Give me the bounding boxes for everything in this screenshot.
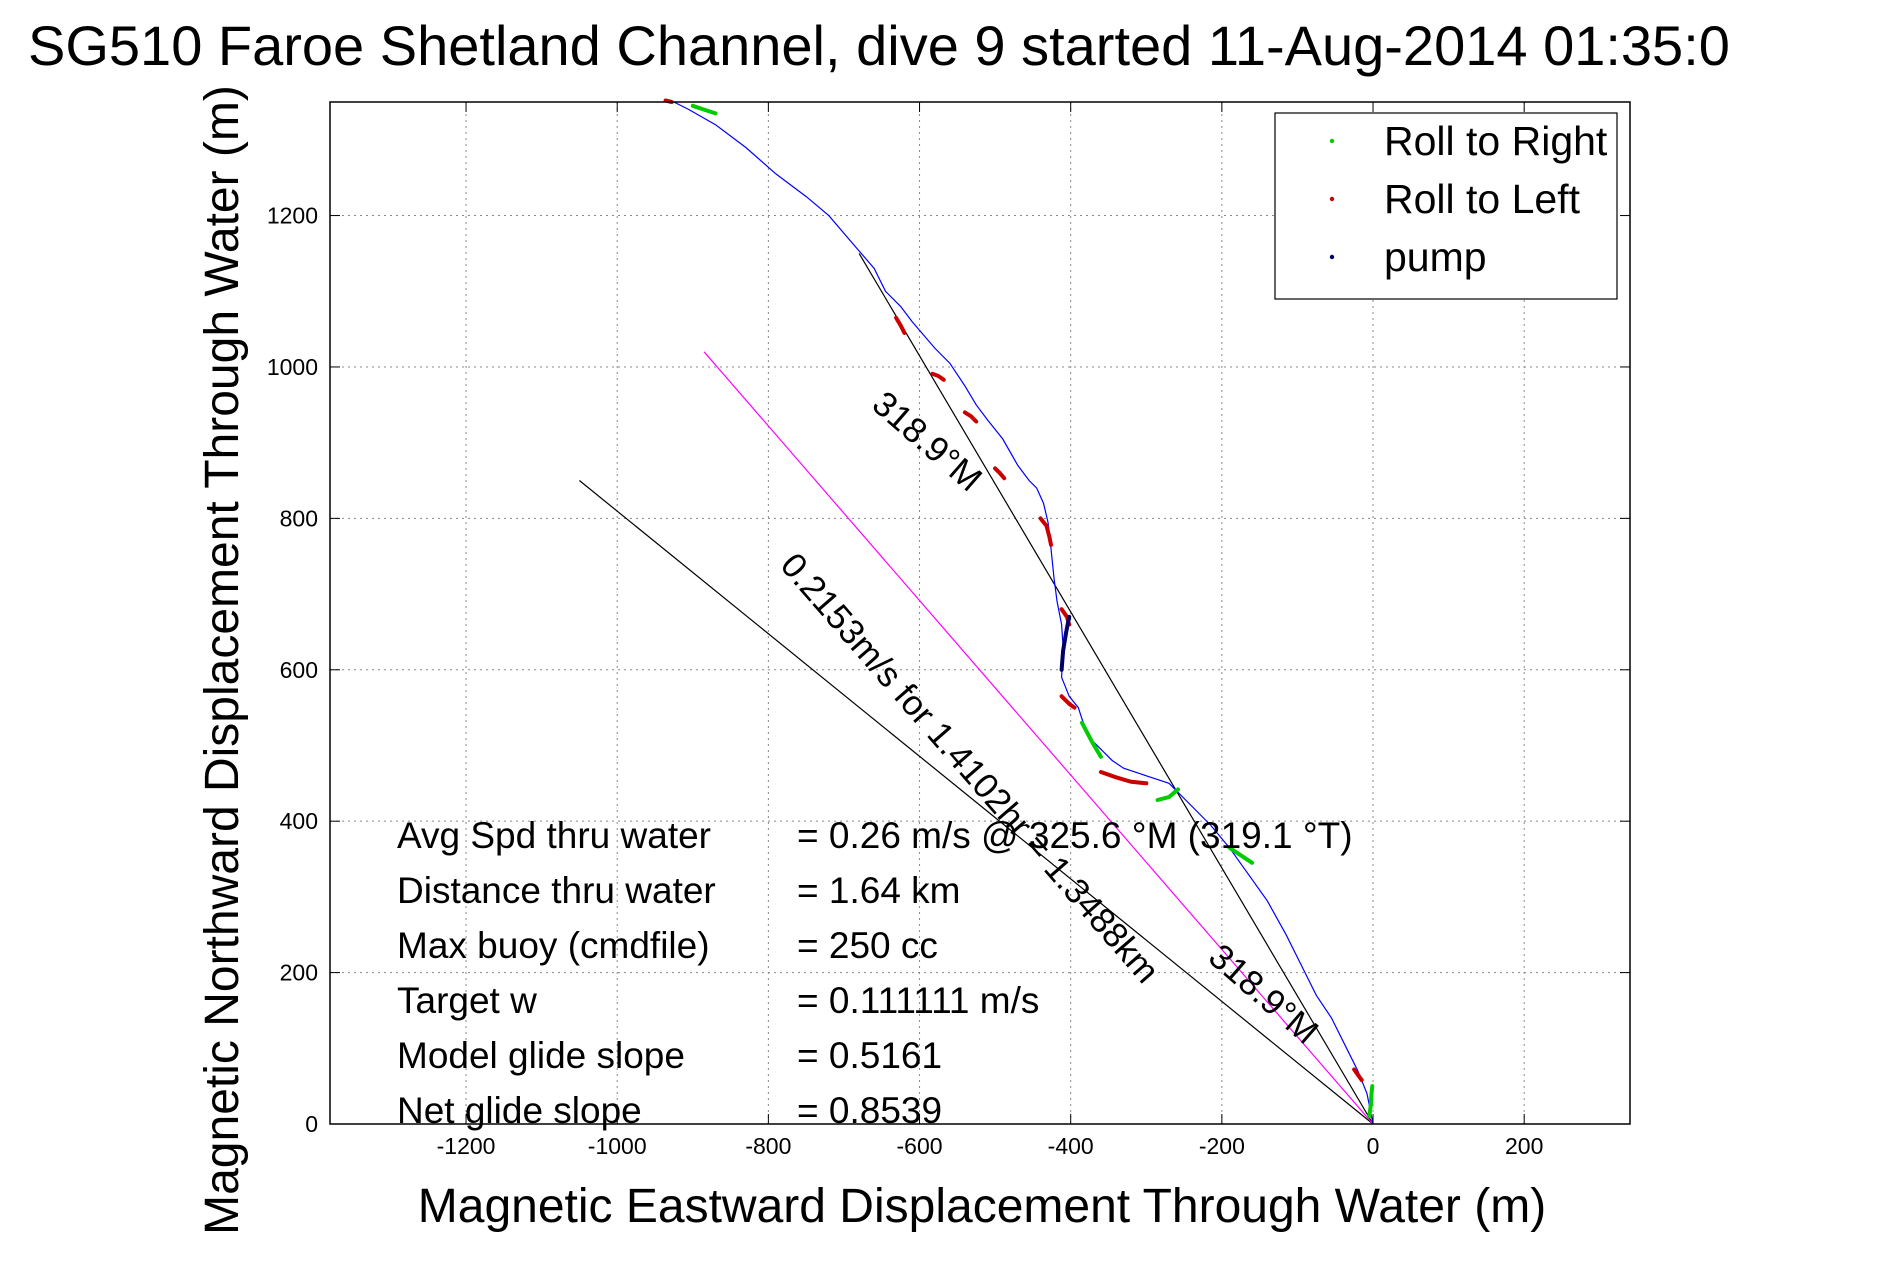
reference-line-1 bbox=[858, 253, 1374, 1125]
roll-right-segment bbox=[1367, 1084, 1375, 1119]
plot-data bbox=[579, 98, 1375, 1125]
reference-line-3 bbox=[703, 351, 1374, 1125]
stats-value: = 1.64 km bbox=[797, 870, 961, 911]
roll-right-segment bbox=[1155, 787, 1180, 802]
y-tick-label: 0 bbox=[305, 1111, 318, 1137]
roll-left-segment bbox=[1038, 516, 1053, 547]
legend-label: pump bbox=[1384, 234, 1487, 280]
stats-label: Model glide slope bbox=[397, 1035, 685, 1076]
x-tick-label: -1200 bbox=[437, 1133, 496, 1159]
y-tick-label: 200 bbox=[280, 960, 318, 986]
x-tick-label: -1000 bbox=[588, 1133, 647, 1159]
roll-left-segment bbox=[993, 466, 1007, 481]
legend-marker bbox=[1329, 196, 1335, 202]
x-axis-label: Magnetic Eastward Displacement Through W… bbox=[418, 1180, 1546, 1233]
chart-title: SG510 Faroe Shetland Channel, dive 9 sta… bbox=[28, 14, 1730, 77]
y-tick-label: 1200 bbox=[267, 203, 318, 229]
legend-label: Roll to Right bbox=[1384, 118, 1608, 164]
line-annotation-2: 0.2153m/s for 1.4102hr = 1.3488km bbox=[773, 546, 1167, 991]
stats-label: Target w bbox=[397, 980, 537, 1021]
stats-label: Avg Spd thru water bbox=[397, 815, 711, 856]
roll-left-segment bbox=[930, 371, 946, 382]
y-tick-label: 400 bbox=[280, 808, 318, 834]
pump-segment bbox=[1059, 614, 1072, 672]
y-tick-label: 600 bbox=[280, 657, 318, 683]
stats-value: = 0.5161 bbox=[797, 1035, 942, 1076]
stats-value: = 0.26 m/s @ 325.6 °M (319.1 °T) bbox=[797, 815, 1353, 856]
x-tick-label: -400 bbox=[1048, 1133, 1094, 1159]
glider-track-line bbox=[673, 101, 1374, 1125]
roll-right-segment bbox=[1227, 845, 1255, 865]
roll-left-segment bbox=[894, 315, 907, 335]
legend-marker bbox=[1329, 138, 1335, 144]
y-tick-label: 800 bbox=[280, 505, 318, 531]
roll-right-segment bbox=[1080, 720, 1103, 759]
x-tick-label: -600 bbox=[897, 1133, 943, 1159]
legend-label: Roll to Left bbox=[1384, 176, 1581, 222]
stats-label: Max buoy (cmdfile) bbox=[397, 925, 710, 966]
x-tick-label: 200 bbox=[1505, 1133, 1543, 1159]
stats-label: Net glide slope bbox=[397, 1090, 642, 1131]
stats-block: Avg Spd thru water = 0.26 m/s @ 325.6 °M … bbox=[397, 815, 1353, 1131]
stats-value: = 0.111111 m/s bbox=[797, 980, 1039, 1021]
plot-frame bbox=[329, 101, 1631, 1125]
y-axis-label: Magnetic Northward Displacement Through … bbox=[196, 85, 249, 1235]
stats-label: Distance thru water bbox=[397, 870, 716, 911]
axis-ticks: -1200 -1000 -800 -600 -400 -200 0 200 0 200 400 600… bbox=[267, 102, 1630, 1159]
reference-line-2 bbox=[579, 480, 1374, 1125]
legend-box bbox=[1274, 112, 1618, 300]
y-tick-label: 1000 bbox=[267, 354, 318, 380]
x-tick-label: -800 bbox=[745, 1133, 791, 1159]
legend: Roll to Right Roll to Left pump bbox=[1274, 112, 1618, 300]
x-tick-label: 0 bbox=[1367, 1133, 1380, 1159]
x-tick-label: -200 bbox=[1199, 1133, 1245, 1159]
roll-left-segment bbox=[962, 410, 979, 424]
stats-value: = 0.8539 bbox=[797, 1090, 942, 1131]
roll-left-segment bbox=[1098, 770, 1149, 786]
roll-left-segment bbox=[1059, 694, 1077, 710]
roll-right-segment bbox=[690, 103, 718, 116]
stats-value: = 250 cc bbox=[797, 925, 938, 966]
legend-marker bbox=[1329, 254, 1335, 260]
roll-left-segment bbox=[1352, 1067, 1364, 1083]
